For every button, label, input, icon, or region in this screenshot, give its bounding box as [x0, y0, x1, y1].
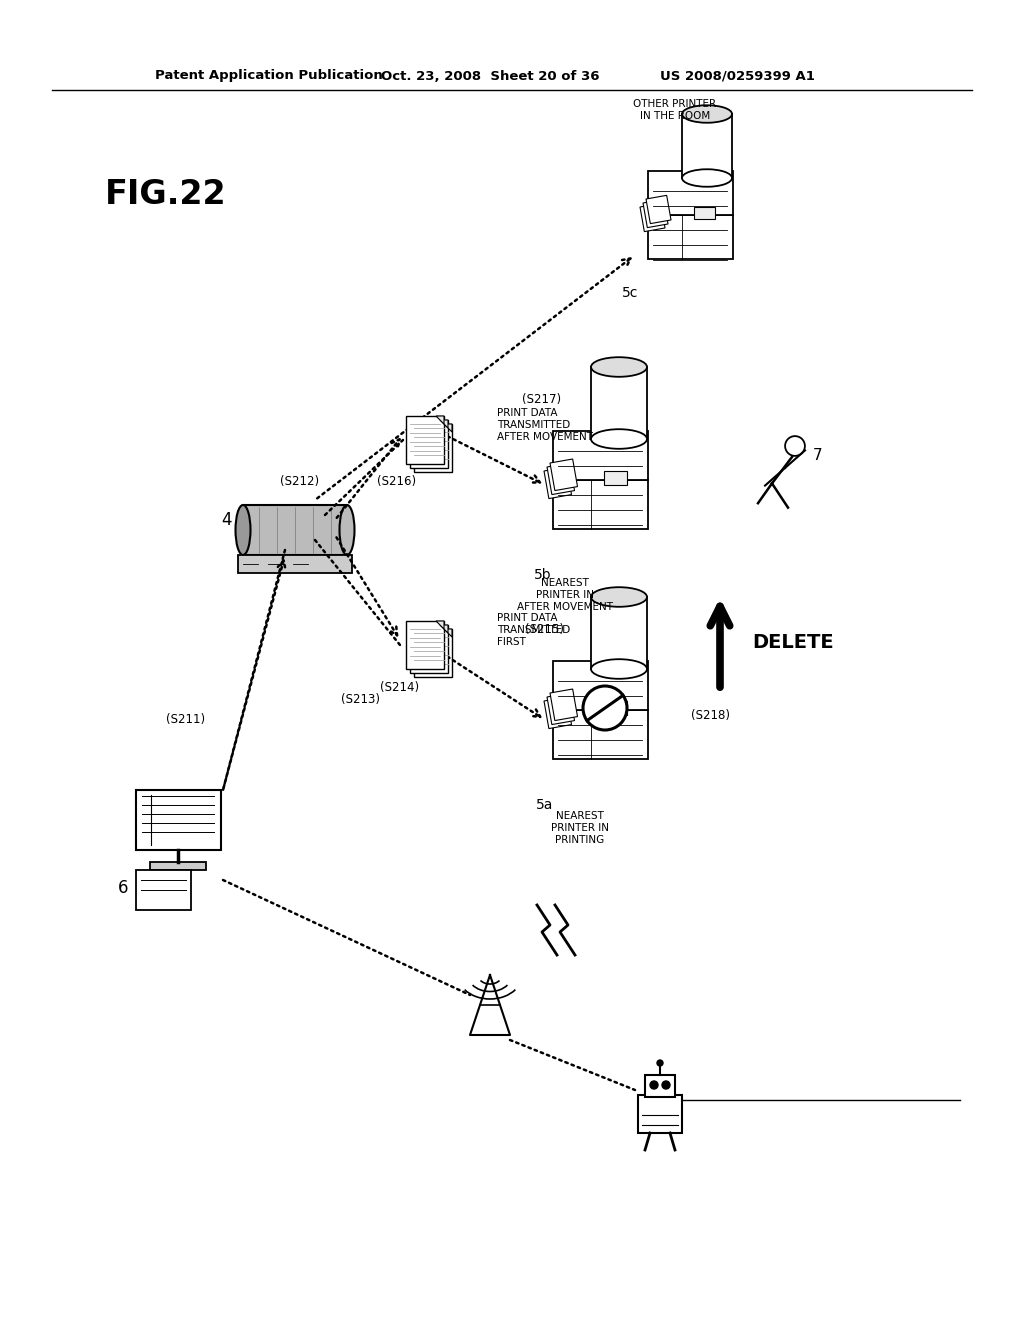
Bar [414, 630, 452, 677]
Text: NEAREST
PRINTER IN
AFTER MOVEMENT: NEAREST PRINTER IN AFTER MOVEMENT [517, 578, 613, 611]
Bar [406, 416, 444, 465]
Polygon shape [444, 424, 452, 432]
Bar [136, 789, 221, 850]
Text: DELETE: DELETE [752, 632, 834, 652]
Ellipse shape [682, 106, 732, 123]
Text: (S215): (S215) [525, 623, 564, 636]
Text: 5b: 5b [535, 568, 552, 582]
Bar [550, 689, 578, 721]
Text: US 2008/0259399 A1: US 2008/0259399 A1 [660, 70, 815, 82]
Bar [553, 480, 648, 529]
Text: (S211): (S211) [167, 714, 206, 726]
Text: (S217): (S217) [522, 393, 561, 407]
Bar [648, 172, 733, 215]
Polygon shape [440, 624, 449, 634]
Bar [640, 203, 665, 231]
Bar [694, 207, 715, 219]
Polygon shape [436, 416, 444, 424]
Bar [604, 701, 627, 715]
Text: NEAREST
PRINTER IN
PRINTING: NEAREST PRINTER IN PRINTING [551, 812, 609, 845]
Ellipse shape [591, 587, 647, 607]
Text: (S213): (S213) [341, 693, 380, 706]
Bar [238, 554, 352, 573]
Ellipse shape [682, 169, 732, 186]
Bar [646, 195, 671, 223]
Bar [591, 367, 647, 440]
Polygon shape [440, 420, 449, 428]
Text: (S216): (S216) [378, 475, 417, 488]
Bar [406, 620, 444, 669]
Text: Oct. 23, 2008  Sheet 20 of 36: Oct. 23, 2008 Sheet 20 of 36 [381, 70, 599, 82]
Bar [645, 1074, 675, 1097]
Ellipse shape [236, 506, 251, 554]
Text: Patent Application Publication: Patent Application Publication [155, 70, 383, 82]
Ellipse shape [591, 659, 647, 678]
Bar [410, 624, 449, 673]
Bar [547, 693, 574, 725]
Text: (S212): (S212) [281, 475, 319, 488]
Text: 5a: 5a [537, 799, 554, 812]
Text: (S218): (S218) [690, 709, 729, 722]
Ellipse shape [591, 358, 647, 376]
Text: 5c: 5c [622, 286, 638, 300]
Bar [604, 471, 627, 484]
Bar [150, 862, 206, 870]
Ellipse shape [591, 429, 647, 449]
Text: PRINT DATA
TRANSMITTED
AFTER MOVEMENT: PRINT DATA TRANSMITTED AFTER MOVEMENT [497, 408, 593, 442]
Bar [547, 463, 574, 495]
Bar [643, 199, 668, 227]
Bar [544, 697, 571, 729]
Bar [136, 870, 191, 909]
Polygon shape [436, 620, 444, 630]
Circle shape [657, 1060, 663, 1067]
Bar [410, 420, 449, 469]
Bar [553, 661, 648, 710]
Bar [544, 467, 571, 499]
Bar [553, 710, 648, 759]
Ellipse shape [340, 506, 354, 554]
Bar [682, 114, 732, 178]
Text: 7: 7 [813, 447, 823, 462]
Text: PRINT DATA
TRANSMITTED
FIRST: PRINT DATA TRANSMITTED FIRST [497, 614, 570, 647]
Polygon shape [444, 630, 452, 638]
Bar [591, 597, 647, 669]
Circle shape [583, 686, 627, 730]
Text: 6: 6 [118, 879, 128, 898]
Text: OTHER PRINTER
IN THE ROOM: OTHER PRINTER IN THE ROOM [634, 99, 717, 121]
Circle shape [662, 1081, 670, 1089]
Bar [243, 506, 347, 554]
Circle shape [650, 1081, 658, 1089]
Bar [414, 424, 452, 473]
Text: FIG.22: FIG.22 [105, 178, 226, 211]
Text: (S214): (S214) [381, 681, 420, 693]
Bar [550, 459, 578, 491]
Bar [648, 215, 733, 259]
Circle shape [785, 436, 805, 455]
Text: 4: 4 [222, 511, 232, 529]
Bar [553, 432, 648, 480]
Bar [638, 1096, 682, 1133]
